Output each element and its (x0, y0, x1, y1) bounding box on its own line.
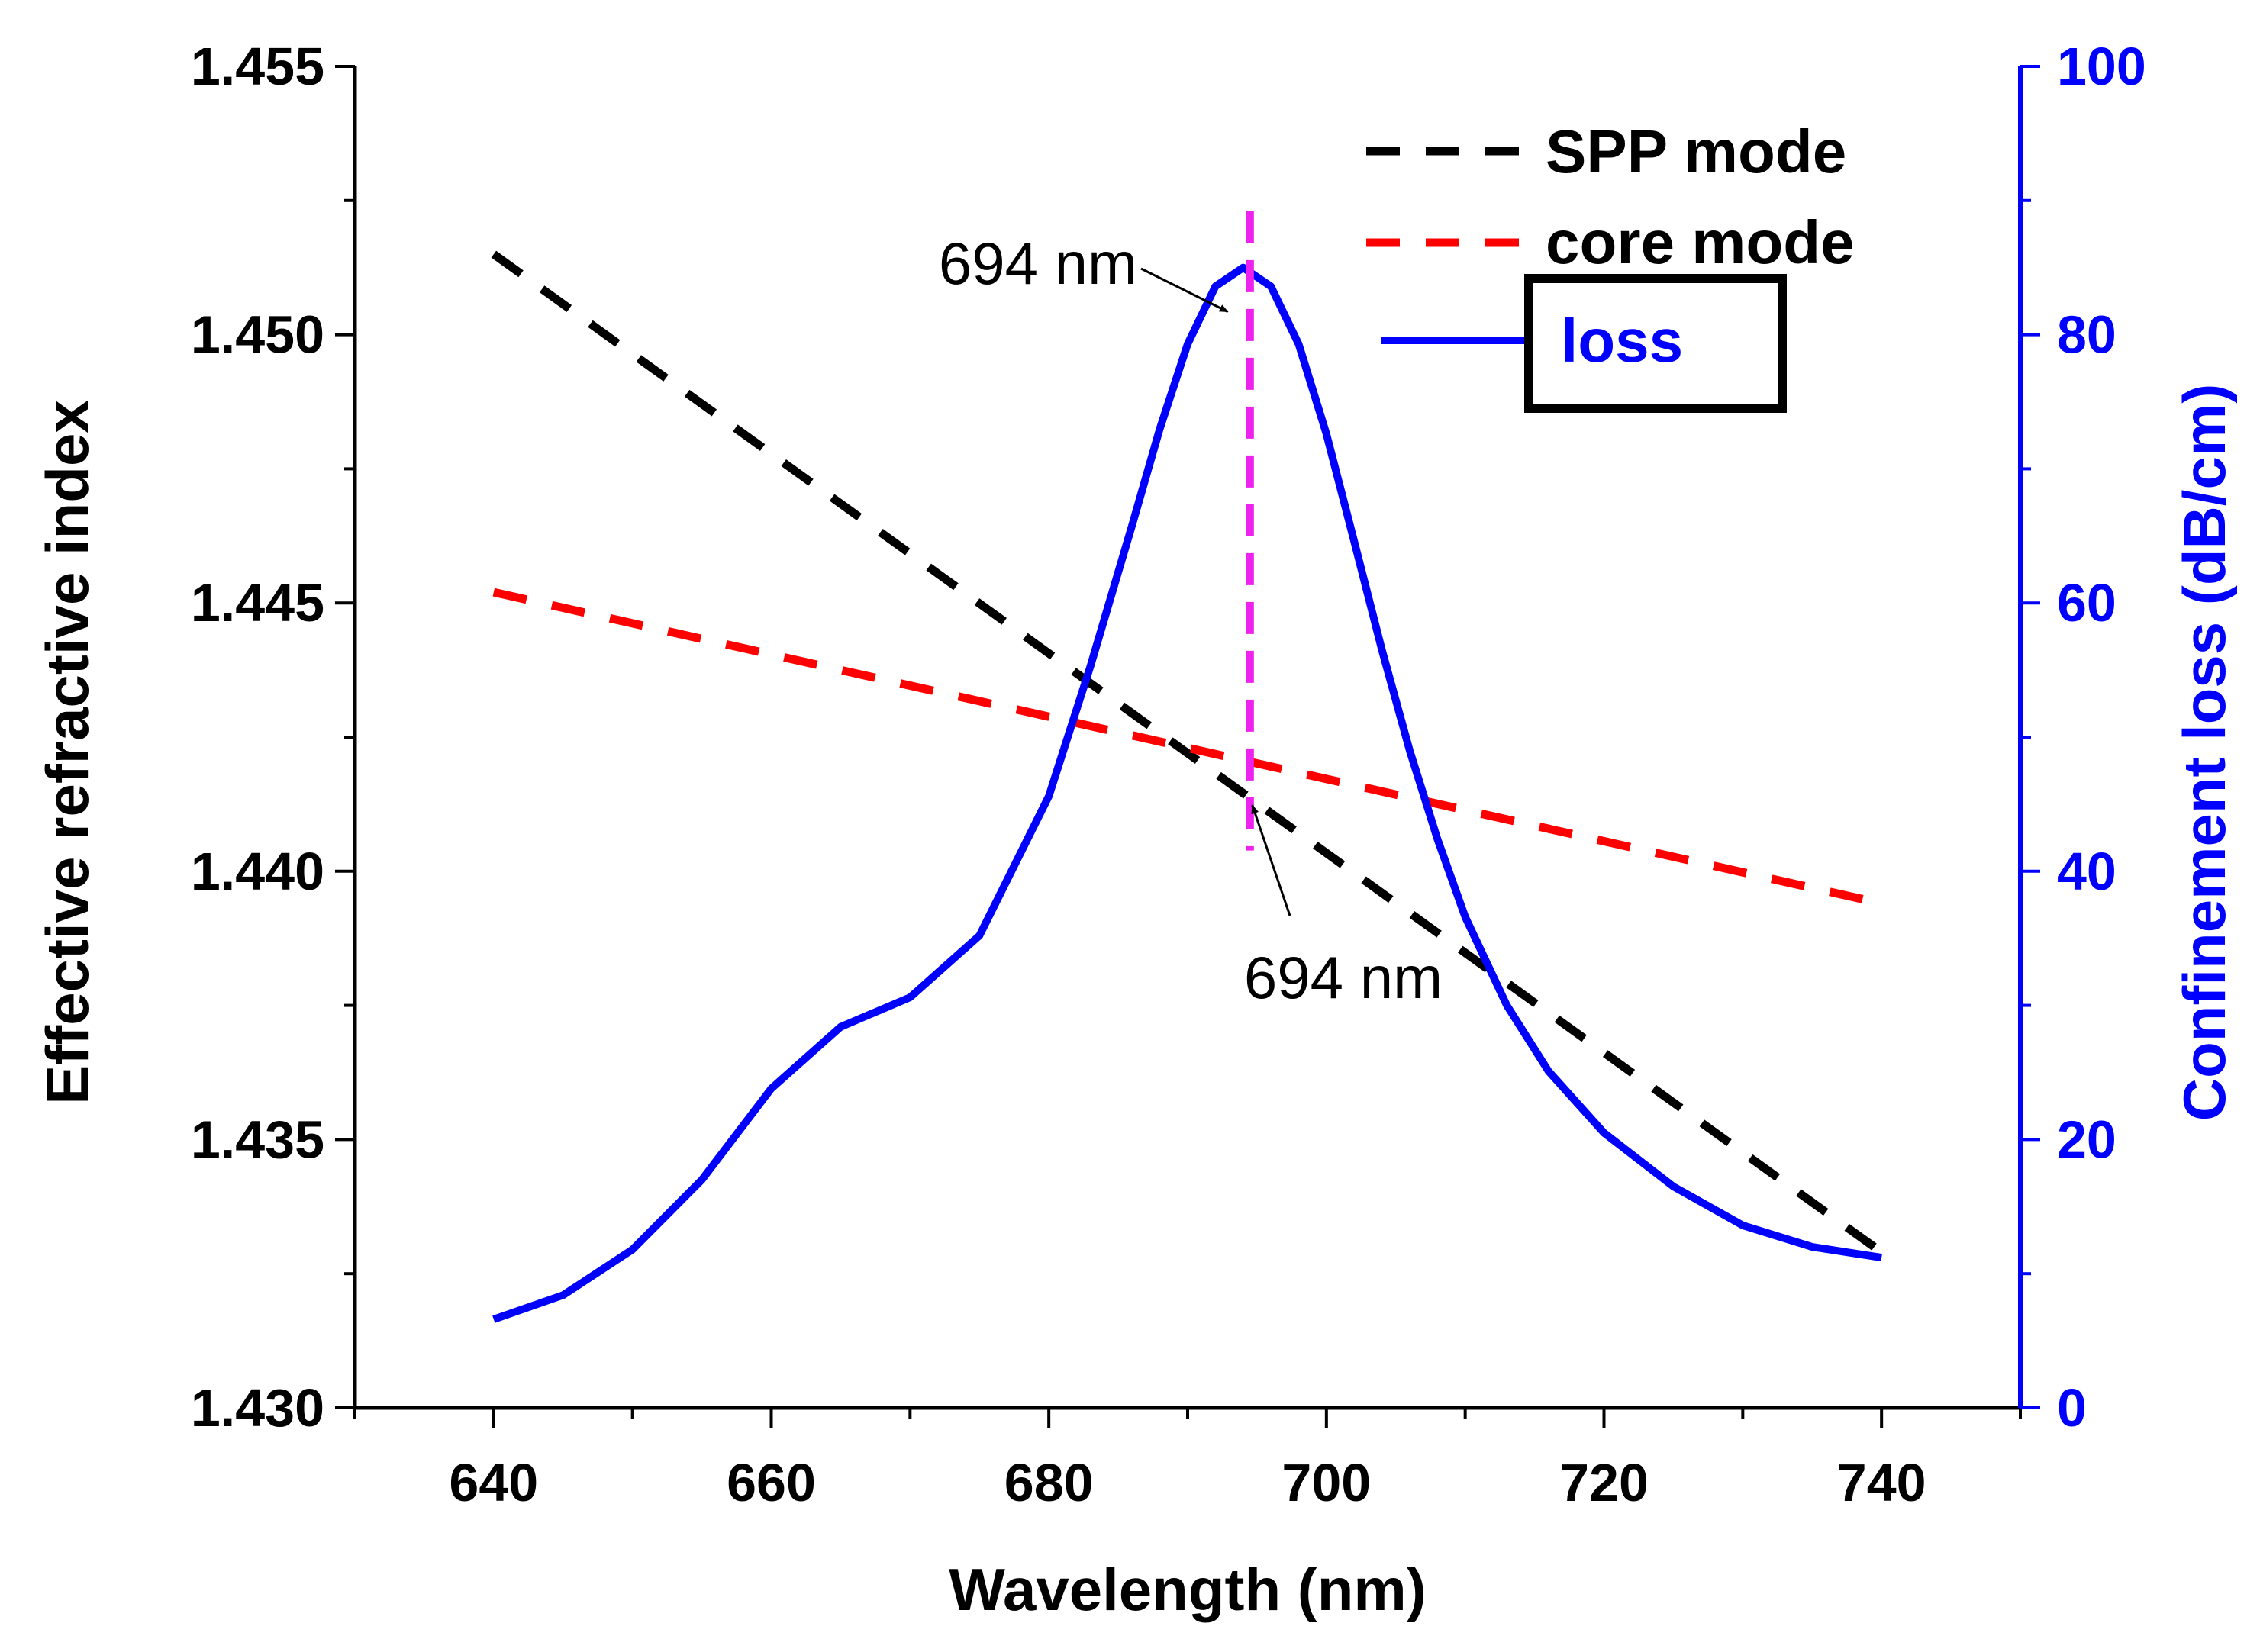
legend-label-spp-mode: SPP mode (1546, 118, 1846, 185)
y-right-axis-title: Confinement loss (dB/cm) (2171, 384, 2238, 1121)
x-tick-label: 680 (1004, 1453, 1094, 1512)
x-tick-label: 720 (1559, 1453, 1649, 1512)
y-right-tick-label: 100 (2057, 37, 2146, 96)
axes-group: 640 660 680 700 720 740 1.430 1.435 1.440 1.445 1.… (34, 37, 2238, 1623)
legend-label-core-mode: core mode (1546, 208, 1855, 276)
legend-label-loss: loss (1561, 307, 1683, 375)
y-left-axis-title: Effective refractive index (34, 400, 101, 1104)
y-left-tick-label: 1.455 (191, 37, 324, 96)
legend: SPP mode core mode loss (1366, 118, 1855, 413)
x-tick-label: 640 (449, 1453, 538, 1512)
annotation-label-crossing: 694 nm (1244, 944, 1443, 1011)
annotation-label-peak: 694 nm (939, 230, 1137, 297)
y-right-tick-label: 0 (2057, 1378, 2087, 1438)
legend-loss-box (1524, 274, 1787, 413)
x-tick-label: 700 (1282, 1453, 1371, 1512)
x-tick-label: 740 (1837, 1453, 1926, 1512)
y-left-tick-label: 1.435 (191, 1109, 324, 1169)
series-core-mode-line (492, 588, 1883, 908)
y-left-tick-label: 1.440 (191, 842, 324, 901)
x-axis-title: Wavelength (nm) (949, 1556, 1426, 1623)
x-tick-label: 660 (727, 1453, 816, 1512)
series-group (491, 211, 1884, 1323)
y-left-tick-label: 1.445 (191, 573, 324, 633)
series-spp-mode-line (491, 250, 1884, 1256)
annotations-group: 694 nm 694 nm (939, 230, 1443, 1011)
annotation-arrow-peak (1140, 267, 1229, 313)
y-left-tick-label: 1.450 (191, 305, 324, 365)
y-right-tick-label: 60 (2057, 573, 2117, 633)
y-left-tick-label: 1.430 (191, 1378, 324, 1438)
series-loss-line (492, 263, 1882, 1323)
annotation-arrow-crossing (1251, 804, 1291, 916)
y-right-tick-label: 20 (2057, 1109, 2117, 1169)
y-right-tick-label: 80 (2057, 305, 2117, 365)
y-right-tick-label: 40 (2057, 842, 2117, 901)
